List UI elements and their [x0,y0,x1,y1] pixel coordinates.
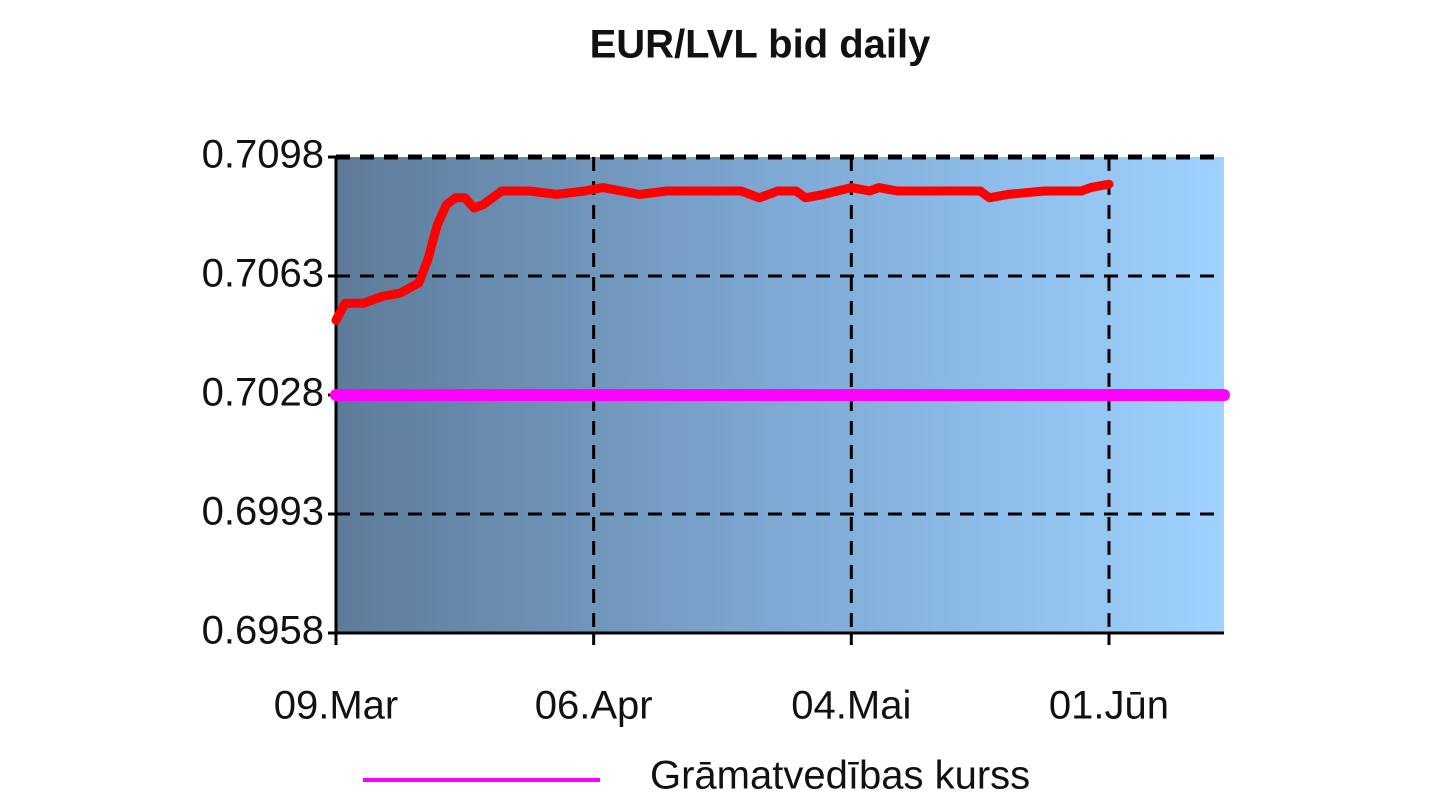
y-tick-label: 0.7098 [202,133,324,177]
x-tick-label: 09.Mar [274,684,399,728]
legend-label: Grāmatvedības kurss [650,754,1030,798]
x-tick-label: 04.Mai [791,684,911,728]
y-tick-label: 0.6958 [202,609,324,653]
y-tick-label: 0.6993 [202,490,324,534]
x-tick-label: 01.Jūn [1049,684,1169,728]
series-line [331,179,1114,325]
y-tick-label: 0.7063 [202,252,324,296]
x-tick-label: 06.Apr [535,684,653,728]
chart-title: EUR/LVL bid daily [590,23,932,67]
y-tick-label: 0.7028 [202,371,324,415]
